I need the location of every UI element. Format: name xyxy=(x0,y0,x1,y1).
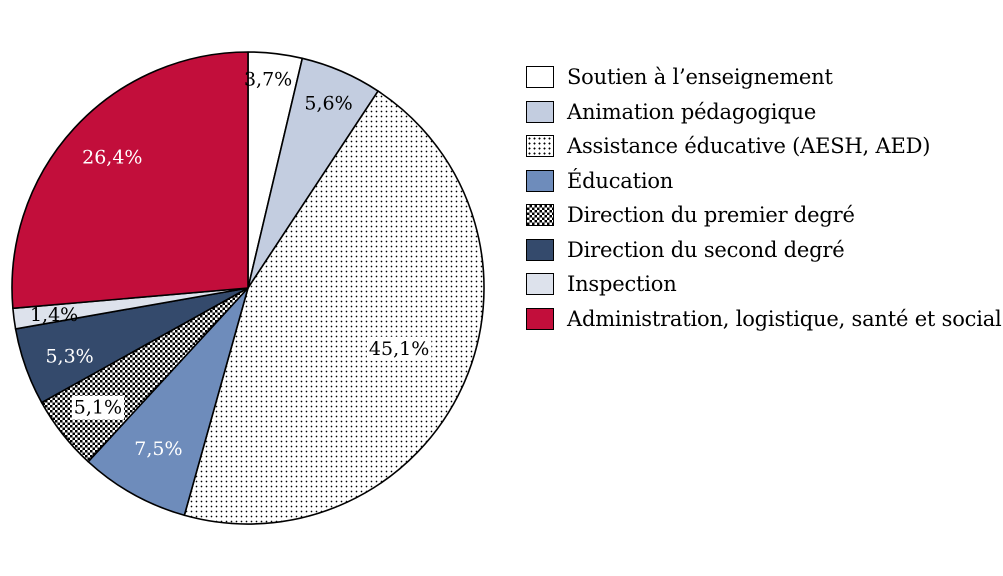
slice-value-label: 5,6% xyxy=(304,93,352,115)
legend-swatch xyxy=(526,169,554,192)
legend-item: Administration, logistique, santé et soc… xyxy=(526,302,1002,337)
slice-value-label: 7,5% xyxy=(134,438,182,460)
slice-value-label: 1,4% xyxy=(30,304,78,326)
pie-chart: 3,7% 5,6% 45,1% 7,5% 5,1% 5,3% 1,4% 26,4% xyxy=(11,51,485,525)
slice-label-background xyxy=(71,395,125,420)
legend-swatch xyxy=(526,135,554,158)
legend-item: Direction du second degré xyxy=(526,233,1002,268)
legend-item: Direction du premier degré xyxy=(526,198,1002,233)
legend-swatch xyxy=(526,238,554,261)
legend-item: Inspection xyxy=(526,267,1002,302)
legend-label: Éducation xyxy=(567,168,674,193)
legend-label: Direction du second degré xyxy=(567,237,845,262)
legend: Soutien à l’enseignement Animation pédago… xyxy=(526,60,1002,336)
pie-slice-education xyxy=(87,287,249,517)
legend-label: Inspection xyxy=(567,272,677,297)
legend-swatch xyxy=(526,100,554,123)
pie-slice-assistance-educative-aesh-aed xyxy=(183,90,485,525)
legend-label: Direction du premier degré xyxy=(567,203,855,228)
slice-value-label: 45,1% xyxy=(369,338,429,360)
legend-label: Administration, logistique, santé et soc… xyxy=(567,306,1002,331)
legend-label: Animation pédagogique xyxy=(567,99,817,124)
legend-swatch xyxy=(526,66,554,89)
legend-label: Soutien à l’enseignement xyxy=(567,65,833,90)
legend-label: Assistance éducative (AESH, AED) xyxy=(567,134,931,159)
legend-swatch xyxy=(526,273,554,296)
slice-label-background xyxy=(366,336,432,361)
legend-item: Animation pédagogique xyxy=(526,95,1002,130)
legend-swatch xyxy=(526,204,554,227)
legend-item: Éducation xyxy=(526,164,1002,199)
pie-slice-administration-logistique-sante-et-social xyxy=(11,51,249,310)
slice-value-label: 3,7% xyxy=(244,69,292,91)
legend-swatch xyxy=(526,307,554,330)
slice-value-label: 5,3% xyxy=(45,346,93,368)
slice-value-label: 26,4% xyxy=(82,147,142,169)
legend-item: Soutien à l’enseignement xyxy=(526,60,1002,95)
slice-value-label: 5,1% xyxy=(74,397,122,419)
legend-item: Assistance éducative (AESH, AED) xyxy=(526,129,1002,164)
